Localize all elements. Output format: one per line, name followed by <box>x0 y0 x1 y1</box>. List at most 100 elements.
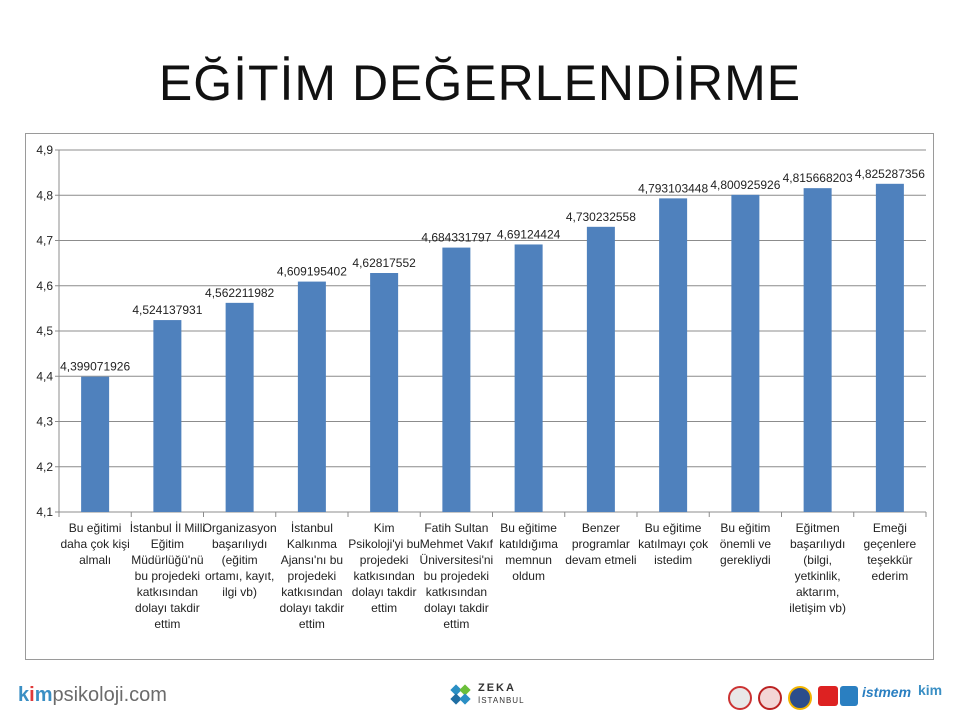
x-category-label: Kim Psikoloji'yi bu projedeki katkısından do… <box>348 521 420 615</box>
slide-title: EĞİTİM DEĞERLENDİRME <box>158 55 802 111</box>
x-category-label-line: Eğitmen <box>796 521 840 535</box>
x-category-label-line: ilgi vb) <box>222 585 257 599</box>
chart-frame: 4,1 4,2 4,3 4,4 4,5 4,6 4,7 4,8 4,9 4,399071926 Bu… <box>25 133 934 660</box>
y-tick-label: 4,4 <box>36 369 53 383</box>
x-category-label-line: yetkinlik, <box>795 569 841 583</box>
bar <box>514 244 543 512</box>
data-label: 4,62817552 <box>352 256 416 270</box>
data-label: 4,684331797 <box>421 231 491 245</box>
x-category-label-line: Bu eğitimi <box>69 521 122 535</box>
x-category-label-line: Benzer <box>582 521 620 535</box>
data-label: 4,69124424 <box>497 227 561 241</box>
x-category-label-line: dolayı takdir <box>424 601 489 615</box>
x-category-label-line: bu projedeki <box>135 569 200 583</box>
bar <box>370 273 399 512</box>
x-category-label-line: projedeki <box>360 553 409 567</box>
kimpsikoloji-logo: kimpsikoloji.com <box>18 684 167 706</box>
data-label: 4,825287356 <box>855 167 925 181</box>
data-label: 4,524137931 <box>132 303 202 317</box>
x-category-label-line: Müdürlüğü'nü <box>131 553 203 567</box>
x-category-label-line: katkısından <box>426 585 487 599</box>
x-category-label-line: Mehmet Vakıf <box>420 537 494 551</box>
x-category-label-line: iletişim vb) <box>789 601 846 615</box>
x-category-label-line: ettim <box>299 617 325 631</box>
partner-flag-icon <box>818 686 838 706</box>
x-category-label-line: katkısından <box>281 585 342 599</box>
x-category-label-line: katıldığıma <box>499 537 558 551</box>
x-category-label-line: Üniversitesi'ni <box>420 553 494 567</box>
x-category-label-line: ederim <box>872 569 909 583</box>
x-category-label-line: teşekkür <box>867 553 912 567</box>
x-category-label: Bu eğitim önemli ve gerekliydi <box>720 521 772 567</box>
partner-emblem-icon <box>758 686 782 710</box>
x-category-label-line: katkısından <box>137 585 198 599</box>
bar <box>731 194 760 512</box>
partner-seal-icon <box>728 686 752 710</box>
data-label: 4,399071926 <box>60 360 130 374</box>
x-category-label-line: aktarım, <box>796 585 839 599</box>
y-tick-label: 4,3 <box>36 415 53 429</box>
x-category-label-line: daha çok kişi <box>60 537 129 551</box>
x-category-label-line: katılmayı çok <box>638 537 709 551</box>
x-category-label-line: (eğitim <box>222 553 258 567</box>
x-category-label-line: oldum <box>512 569 545 583</box>
bar <box>225 302 254 512</box>
x-category-label-line: Kim <box>374 521 395 535</box>
bar <box>803 188 832 512</box>
partner-logo-icon <box>840 686 858 706</box>
x-category-label-line: dolayı takdir <box>280 601 345 615</box>
x-category-label-line: dolayı takdir <box>135 601 200 615</box>
x-category-label-line: Fatih Sultan <box>424 521 488 535</box>
kim-logo: kim <box>918 682 943 698</box>
x-category-label-line: Psikoloji'yi bu <box>348 537 420 551</box>
zeka-name: ZEKA <box>478 682 516 694</box>
x-category-label-line: Bu eğitime <box>645 521 702 535</box>
data-label: 4,562211982 <box>205 286 275 300</box>
partner-badge-icon <box>788 686 812 710</box>
x-category-label-line: başarılıydı <box>212 537 267 551</box>
x-category-label-line: ettim <box>371 601 397 615</box>
bar <box>586 226 615 512</box>
x-category-label-line: almalı <box>79 553 111 567</box>
data-label: 4,730232558 <box>566 210 636 224</box>
x-category-label: Eğitmen başarılıydı (bilgi, yetkinlik, aktar… <box>789 521 846 615</box>
x-category-label-line: (bilgi, <box>803 553 832 567</box>
x-category-label-line: önemli ve <box>720 537 772 551</box>
bar <box>153 320 182 512</box>
x-category-label-line: İstanbul <box>291 521 333 535</box>
x-category-label-line: Kalkınma <box>287 537 337 551</box>
x-category-label-line: katkısından <box>353 569 414 583</box>
x-category-label-line: projedeki <box>288 569 337 583</box>
x-category-label: Fatih Sultan Mehmet Vakıf Üniversitesi'ni b… <box>420 521 494 631</box>
x-category-label: Bu eğitime katılmayı çok istedim <box>638 521 709 567</box>
x-category-label-line: memnun <box>505 553 552 567</box>
x-category-label-line: İstanbul İl Milli <box>130 521 205 535</box>
x-category-label-line: gerekliydi <box>720 553 771 567</box>
x-category-label: Bu eğitime katıldığıma memnun oldum <box>499 521 558 583</box>
y-tick-label: 4,8 <box>36 188 53 202</box>
x-category-label-line: ortamı, kayıt, <box>205 569 274 583</box>
bar <box>659 198 688 512</box>
x-category-label: Benzer programlar devam etmeli <box>565 521 636 567</box>
x-category-label: Bu eğitimi daha çok kişi almalı <box>60 521 129 567</box>
footer: kimpsikoloji.com ZEKA İSTANBUL istmem ki… <box>0 670 960 720</box>
data-label: 4,800925926 <box>710 178 780 192</box>
data-label: 4,815668203 <box>783 171 853 185</box>
bar <box>875 183 904 512</box>
y-tick-label: 4,1 <box>36 505 53 519</box>
partner-logos: istmem kim <box>728 682 948 712</box>
x-category-label-line: Bu eğitim <box>720 521 770 535</box>
x-category-label-line: geçenlere <box>864 537 917 551</box>
x-category-label-line: Ajansı'nı bu <box>281 553 343 567</box>
bar <box>442 247 471 513</box>
y-tick-label: 4,7 <box>36 234 53 248</box>
bar-chart: 4,1 4,2 4,3 4,4 4,5 4,6 4,7 4,8 4,9 4,399071926 Bu… <box>36 143 927 631</box>
bar <box>297 281 326 512</box>
x-category-label-line: Organizasyon <box>203 521 277 535</box>
x-category-label-line: bu projedeki <box>424 569 489 583</box>
x-category-label-line: devam etmeli <box>565 553 636 567</box>
zeka-city: İSTANBUL <box>478 696 525 705</box>
x-category-label: Organizasyon başarılıydı (eğitim ortamı, ka… <box>203 521 277 599</box>
x-category-label-line: ettim <box>443 617 469 631</box>
x-category-label-line: Bu eğitime <box>500 521 557 535</box>
